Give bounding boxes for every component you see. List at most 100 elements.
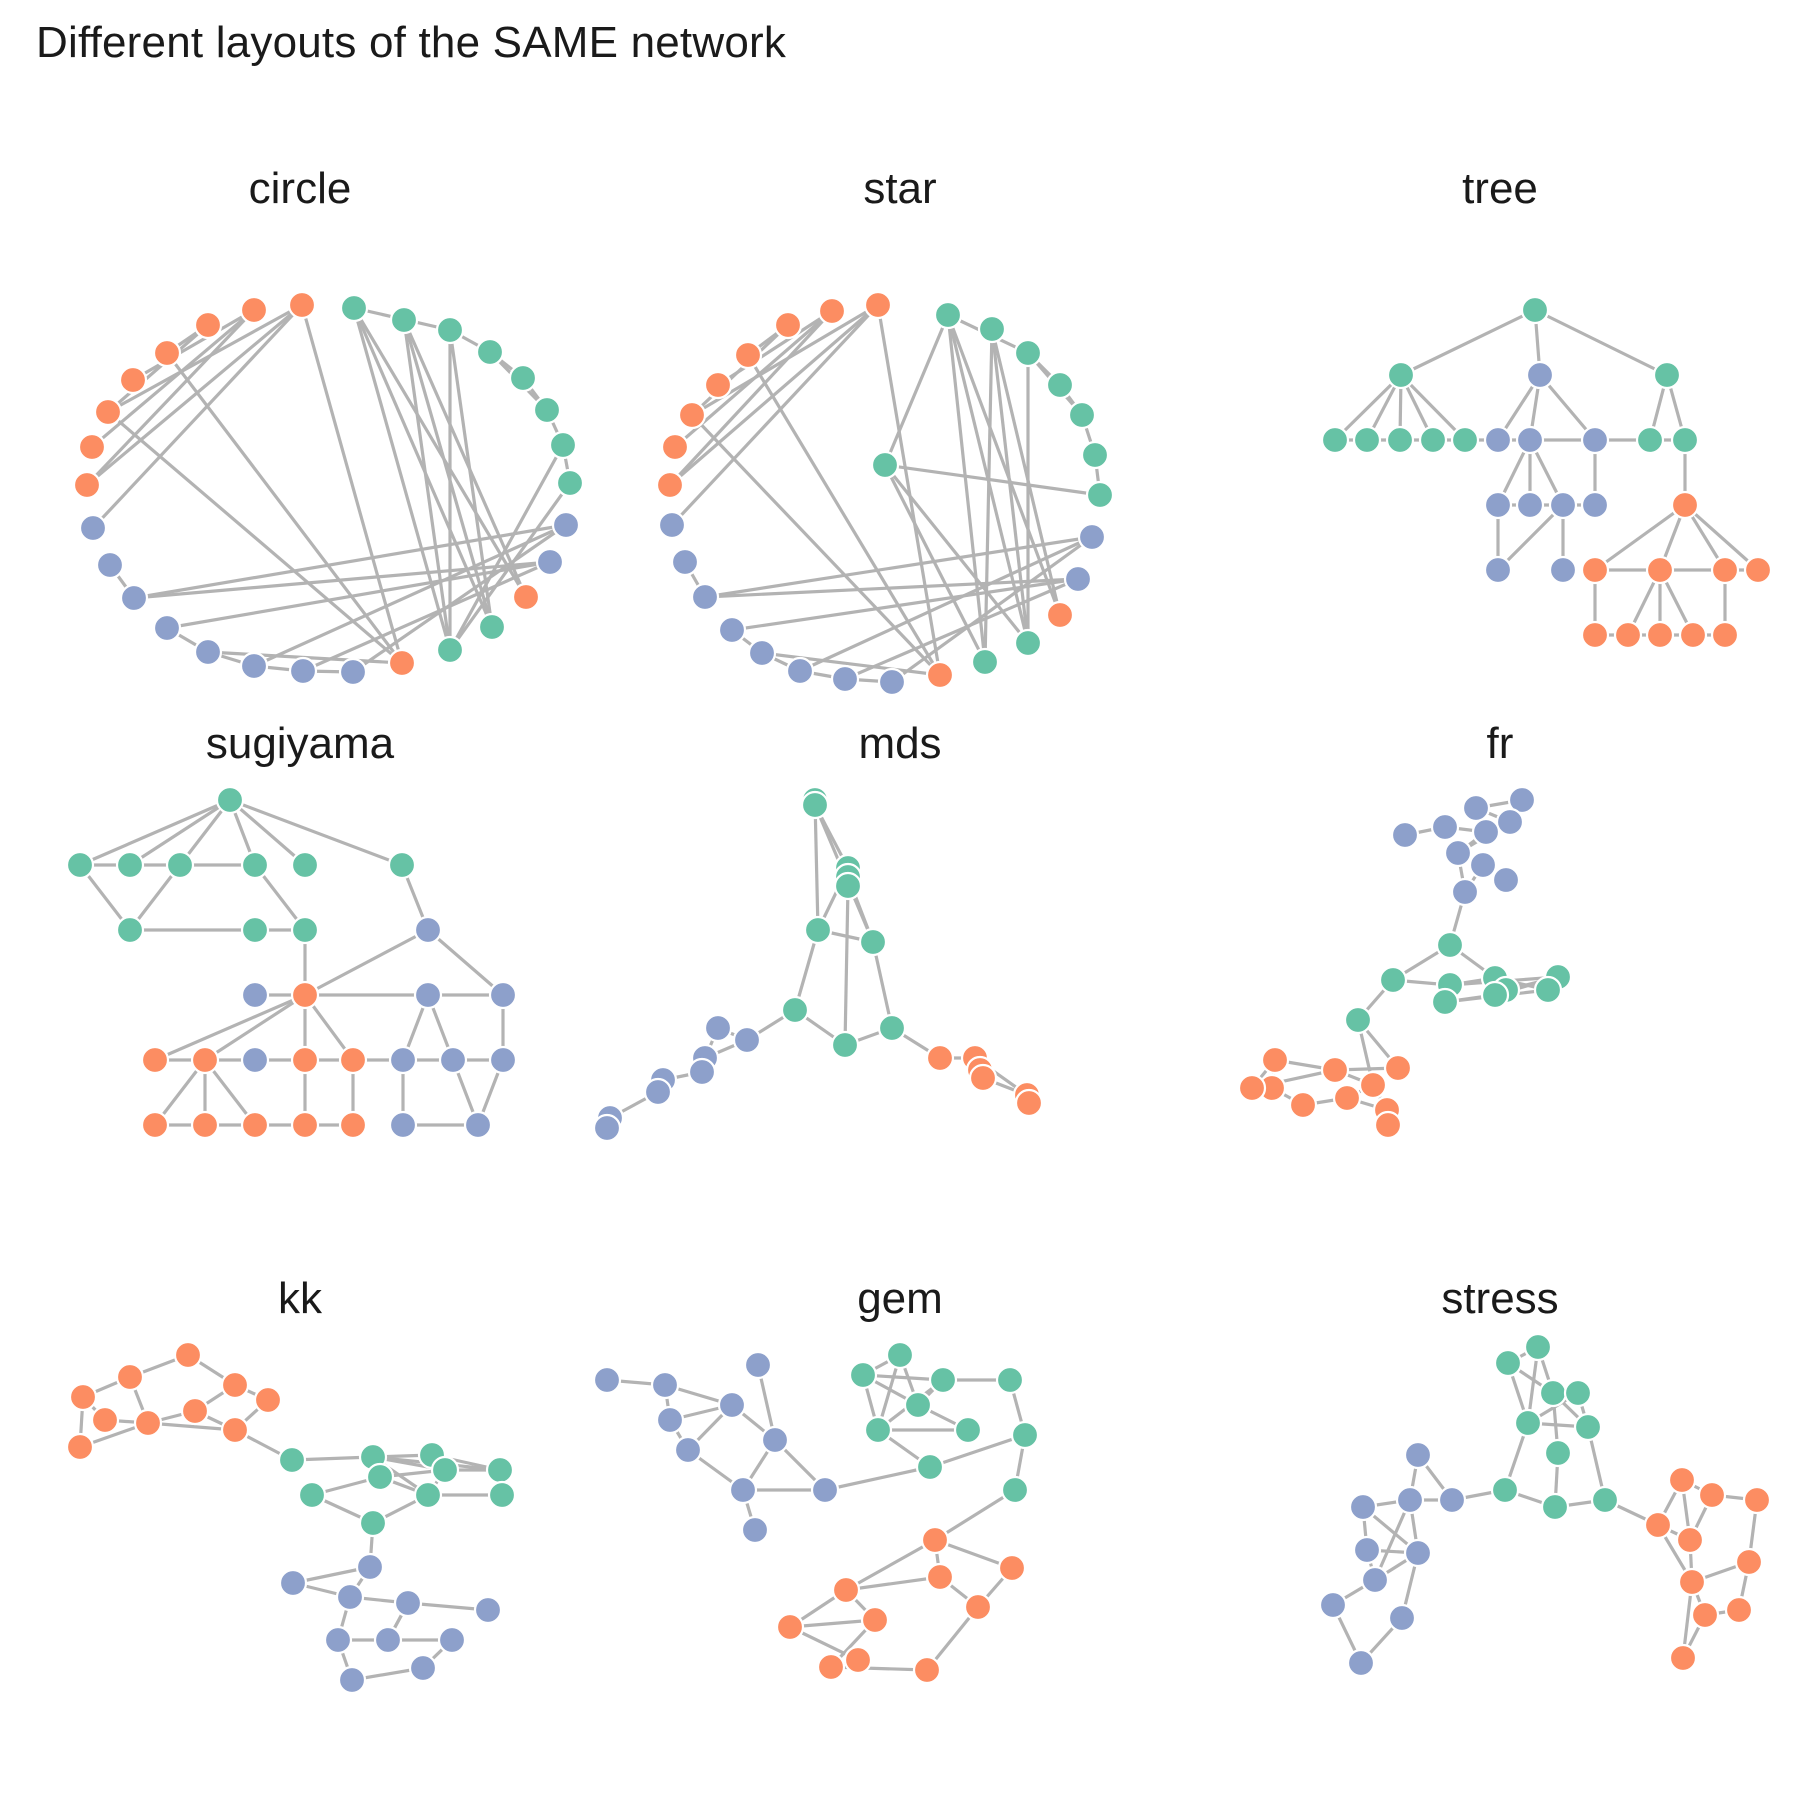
graph-edge	[352, 307, 452, 651]
network-graph	[1318, 1332, 1772, 1678]
panel-title: tree	[1462, 164, 1538, 213]
graph-node	[1710, 620, 1740, 650]
graph-node	[860, 1605, 890, 1635]
graph-node	[473, 1595, 503, 1625]
graph-node	[290, 850, 320, 880]
graph-node	[1352, 1535, 1382, 1565]
graph-node	[1533, 975, 1563, 1005]
graph-node	[816, 1652, 846, 1682]
layout-panel-star: star	[600, 130, 1200, 697]
graph-node	[1675, 1525, 1705, 1555]
graph-node	[830, 664, 860, 694]
graph-node	[703, 370, 733, 400]
graph-node	[858, 927, 888, 957]
graph-node	[408, 1653, 438, 1683]
graph-node	[1471, 817, 1501, 847]
graph-edge	[165, 352, 404, 664]
graph-edge	[79, 798, 231, 867]
graph-node	[488, 1045, 518, 1075]
graph-edge	[228, 798, 307, 867]
graph-node	[1515, 425, 1545, 455]
graph-node	[1493, 1348, 1523, 1378]
graph-edge	[830, 1665, 928, 1672]
graph-node	[833, 871, 863, 901]
graph-node	[977, 314, 1007, 344]
graph-node	[93, 397, 123, 427]
graph-node	[190, 1045, 220, 1075]
graph-edge	[668, 303, 880, 487]
graph-node	[239, 651, 269, 681]
graph-node	[65, 850, 95, 880]
graph-node	[387, 850, 417, 880]
graph-edge	[929, 1433, 1026, 1469]
graph-node	[655, 1405, 685, 1435]
graph-edge	[448, 329, 494, 628]
graph-node	[78, 513, 108, 543]
graph-edge	[1594, 503, 1686, 572]
graph-node	[592, 1113, 622, 1143]
graph-node	[920, 1525, 950, 1555]
graph-edge	[946, 314, 1062, 616]
graph-node	[240, 915, 270, 945]
graph-node	[657, 510, 687, 540]
graph-edge	[789, 1618, 876, 1629]
graph-node	[1418, 425, 1448, 455]
graph-edge	[1538, 373, 1597, 442]
graph-node	[1320, 1055, 1350, 1085]
graph-edge	[1496, 503, 1565, 572]
network-graph	[72, 290, 585, 687]
network-graph	[592, 785, 1044, 1143]
graph-node	[1348, 1492, 1378, 1522]
graph-node	[885, 1340, 915, 1370]
graph-node	[437, 1625, 467, 1655]
graph-node	[912, 1655, 942, 1685]
graph-node	[1450, 425, 1480, 455]
graph-edge	[704, 577, 1079, 599]
graph-edge	[983, 328, 994, 663]
graph-node	[1010, 1420, 1040, 1450]
graph-node	[290, 980, 320, 1010]
graph-node	[915, 1452, 945, 1482]
graph-node	[240, 980, 270, 1010]
graph-node	[173, 1340, 203, 1370]
graph-node	[485, 1455, 515, 1485]
graph-node	[463, 1110, 493, 1140]
graph-node	[673, 1435, 703, 1465]
network-graph	[655, 290, 1115, 697]
graph-node	[1435, 930, 1465, 960]
graph-edge	[876, 304, 942, 676]
graph-node	[732, 1025, 762, 1055]
graph-edge	[352, 523, 567, 674]
graph-node	[703, 1013, 733, 1043]
panel-title: sugiyama	[205, 719, 395, 768]
graph-node	[77, 432, 107, 462]
graph-edge	[891, 535, 1093, 684]
graph-node	[1645, 620, 1675, 650]
graph-node	[733, 340, 763, 370]
graph-node	[1525, 360, 1555, 390]
graph-node	[115, 1362, 145, 1392]
graph-node	[1332, 1083, 1362, 1113]
graph-node	[743, 1350, 773, 1380]
graph-node	[548, 430, 578, 460]
graph-node	[1480, 980, 1510, 1010]
graph-node	[140, 1110, 170, 1140]
graph-node	[1403, 1440, 1433, 1470]
network-graph	[592, 1340, 1040, 1685]
graph-node	[1580, 555, 1610, 585]
graph-node	[1548, 490, 1578, 520]
graph-node	[1320, 425, 1350, 455]
graph-node	[152, 613, 182, 643]
graph-node	[1548, 555, 1578, 585]
graph-edge	[129, 798, 231, 867]
graph-node	[863, 1415, 893, 1445]
graph-edge	[133, 560, 551, 600]
graph-node	[650, 1370, 680, 1400]
graph-edge	[448, 444, 565, 651]
graph-node	[555, 468, 585, 498]
panel-title: circle	[248, 164, 352, 213]
graph-edge	[845, 1538, 936, 1592]
graph-node	[1523, 1332, 1553, 1362]
graph-node	[1743, 555, 1773, 585]
graph-node	[551, 510, 581, 540]
